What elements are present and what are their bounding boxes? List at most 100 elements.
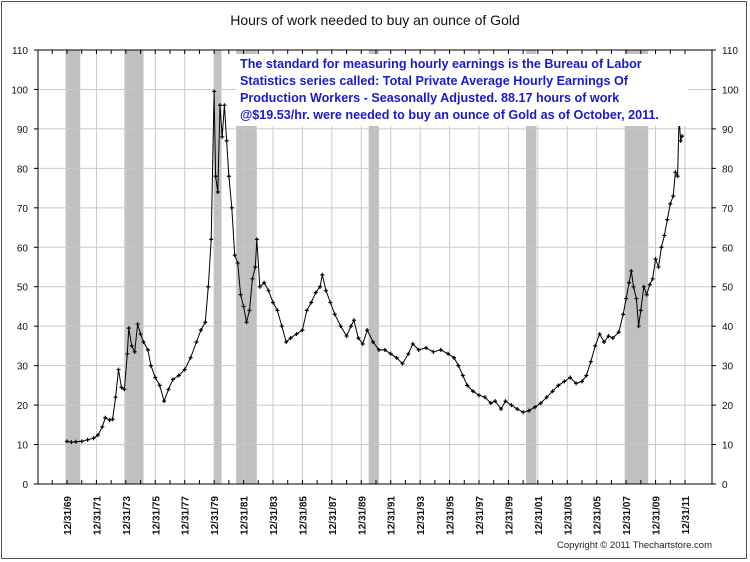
data-point: [110, 417, 115, 422]
y-tick-label-left: 80: [17, 164, 29, 175]
data-point: [644, 292, 649, 297]
y-tick-label-left: 40: [17, 322, 29, 333]
data-point: [527, 408, 532, 413]
plot-border: [37, 49, 713, 485]
y-tick-label-left: 0: [22, 480, 28, 491]
data-point: [482, 395, 487, 400]
data-point: [328, 300, 333, 305]
data-point: [113, 395, 118, 400]
data-point: [675, 174, 680, 179]
data-point: [253, 265, 258, 269]
data-point: [288, 336, 293, 341]
recession-band: [236, 50, 257, 484]
data-point: [226, 174, 231, 179]
data-point: [431, 349, 436, 354]
data-point: [224, 138, 229, 143]
recession-band: [368, 50, 379, 484]
data-point: [157, 383, 162, 388]
y-tick-label-left: 70: [17, 204, 29, 215]
x-tick-label: 12/31/93: [416, 496, 427, 535]
data-point: [270, 300, 275, 305]
data-point: [400, 361, 405, 366]
data-point: [515, 407, 520, 412]
data-point: [446, 351, 451, 356]
data-point: [338, 324, 343, 329]
x-tick-label: 12/31/79: [210, 496, 221, 535]
x-tick-label: 12/31/09: [652, 496, 663, 535]
x-tick-label: 12/31/89: [357, 496, 368, 535]
data-point: [647, 282, 652, 287]
data-point: [616, 330, 621, 335]
y-tick-label-right: 0: [722, 480, 728, 491]
x-tick-label: 12/31/83: [269, 496, 280, 535]
data-point: [125, 351, 130, 356]
data-point: [456, 363, 461, 368]
data-point: [627, 280, 632, 285]
data-point: [371, 339, 376, 344]
data-point: [153, 375, 158, 380]
data-point: [634, 296, 639, 301]
data-point: [235, 261, 240, 266]
data-point: [323, 288, 328, 293]
data-point: [188, 355, 193, 360]
data-point: [550, 389, 555, 394]
data-point: [176, 373, 181, 378]
data-point: [304, 308, 309, 313]
data-point: [247, 308, 252, 313]
data-point: [213, 174, 218, 179]
data-point: [568, 375, 573, 380]
x-tick-label: 12/31/99: [504, 496, 515, 535]
data-point: [257, 284, 262, 289]
data-point: [309, 300, 314, 305]
data-point: [438, 347, 443, 352]
data-point: [95, 433, 100, 438]
y-tick-label-right: 90: [722, 125, 734, 136]
data-point: [662, 233, 667, 238]
data-point: [629, 268, 634, 273]
x-tick-label: 12/31/81: [240, 496, 251, 535]
y-tick-label-left: 10: [17, 441, 29, 452]
data-point: [313, 290, 318, 295]
data-point: [91, 436, 96, 441]
data-point: [166, 387, 171, 392]
data-point: [636, 324, 641, 329]
data-point: [332, 312, 337, 317]
data-point: [659, 245, 664, 250]
data-point: [254, 237, 259, 242]
data-point: [218, 103, 223, 108]
y-tick-label-left: 90: [17, 125, 29, 136]
data-point: [476, 393, 481, 398]
data-point: [641, 284, 646, 289]
y-tick-label-right: 80: [722, 164, 734, 175]
data-point: [148, 363, 153, 368]
data-point: [241, 304, 246, 309]
data-point: [141, 339, 146, 344]
data-point: [356, 336, 361, 341]
x-tick-label: 12/31/01: [534, 496, 545, 535]
data-point: [107, 418, 112, 423]
x-tick-label: 12/31/85: [298, 496, 309, 535]
data-point: [69, 440, 74, 445]
data-point: [656, 265, 661, 269]
y-tick-label-right: 30: [722, 362, 734, 373]
x-tick-label: 12/31/97: [475, 496, 486, 535]
x-tick-label: 12/31/87: [328, 496, 339, 535]
y-tick-label-left: 20: [17, 401, 29, 412]
data-point: [244, 320, 249, 325]
data-point: [665, 217, 670, 222]
data-point: [229, 205, 234, 210]
data-point: [680, 134, 685, 139]
data-point: [65, 439, 69, 444]
data-point: [238, 292, 243, 297]
data-point: [678, 138, 683, 143]
data-point: [85, 437, 90, 442]
data-point: [351, 318, 356, 323]
chart-title: Hours of work needed to buy an ounce of …: [230, 12, 520, 28]
data-point: [73, 439, 78, 444]
data-point: [668, 201, 673, 206]
y-tick-label-right: 110: [722, 46, 738, 57]
y-tick-label-right: 10: [722, 441, 734, 452]
y-tick-label-left: 100: [11, 85, 28, 96]
data-point: [376, 347, 381, 352]
data-point: [562, 379, 567, 384]
